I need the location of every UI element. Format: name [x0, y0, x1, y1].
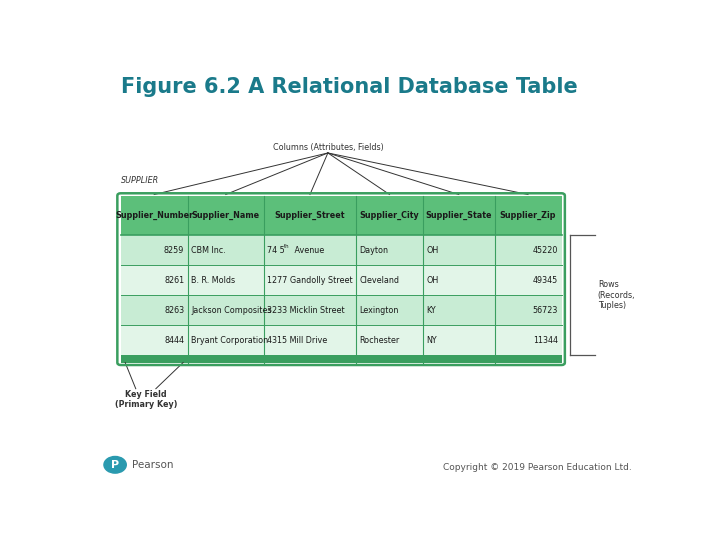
Text: 8259: 8259 — [164, 246, 184, 255]
Text: CBM Inc.: CBM Inc. — [191, 246, 225, 255]
Bar — [121, 235, 562, 265]
Text: Supplier_City: Supplier_City — [360, 211, 420, 220]
Text: NY: NY — [426, 335, 437, 345]
Text: 49345: 49345 — [533, 276, 558, 285]
Text: Supplier_Street: Supplier_Street — [275, 211, 345, 220]
Text: OH: OH — [426, 276, 438, 285]
Text: 8261: 8261 — [164, 276, 184, 285]
Text: 8444: 8444 — [164, 335, 184, 345]
Text: Avenue: Avenue — [292, 246, 324, 255]
Text: Supplier_Zip: Supplier_Zip — [500, 211, 557, 220]
Text: Pearson: Pearson — [132, 460, 174, 470]
Text: Figure 6.2 A Relational Database Table: Figure 6.2 A Relational Database Table — [121, 77, 577, 97]
Text: OH: OH — [426, 246, 438, 255]
Bar — [121, 325, 562, 355]
Text: 8263: 8263 — [164, 306, 184, 315]
Text: 4315 Mill Drive: 4315 Mill Drive — [267, 335, 328, 345]
Text: 11344: 11344 — [534, 335, 558, 345]
Text: 1277 Gandolly Street: 1277 Gandolly Street — [267, 276, 353, 285]
Text: 74 5: 74 5 — [267, 246, 285, 255]
Bar — [121, 196, 562, 235]
Text: Key Field
(Primary Key): Key Field (Primary Key) — [114, 389, 177, 409]
Text: Supplier_Number: Supplier_Number — [115, 211, 193, 220]
Text: Copyright © 2019 Pearson Education Ltd.: Copyright © 2019 Pearson Education Ltd. — [443, 463, 631, 472]
Text: Dayton: Dayton — [359, 246, 389, 255]
Text: Supplier_State: Supplier_State — [426, 211, 492, 220]
Text: Jackson Composites: Jackson Composites — [191, 306, 271, 315]
Text: Columns (Attributes, Fields): Columns (Attributes, Fields) — [272, 143, 383, 152]
Text: B. R. Molds: B. R. Molds — [191, 276, 235, 285]
Text: SUPPLIER: SUPPLIER — [121, 177, 159, 185]
Bar — [121, 295, 562, 325]
Text: P: P — [111, 460, 120, 470]
Text: Supplier_Name: Supplier_Name — [192, 211, 260, 220]
Bar — [121, 265, 562, 295]
Text: 3233 Micklin Street: 3233 Micklin Street — [267, 306, 345, 315]
Text: KY: KY — [426, 306, 436, 315]
Text: Lexington: Lexington — [359, 306, 399, 315]
Text: 45220: 45220 — [533, 246, 558, 255]
Text: Rochester: Rochester — [359, 335, 400, 345]
Text: 56723: 56723 — [533, 306, 558, 315]
Bar — [121, 355, 562, 362]
Text: Rows
(Records,
Tuples): Rows (Records, Tuples) — [598, 280, 635, 310]
Text: Bryant Corporation: Bryant Corporation — [191, 335, 268, 345]
Text: th: th — [284, 244, 289, 249]
Text: Cleveland: Cleveland — [359, 276, 400, 285]
Circle shape — [104, 456, 126, 473]
